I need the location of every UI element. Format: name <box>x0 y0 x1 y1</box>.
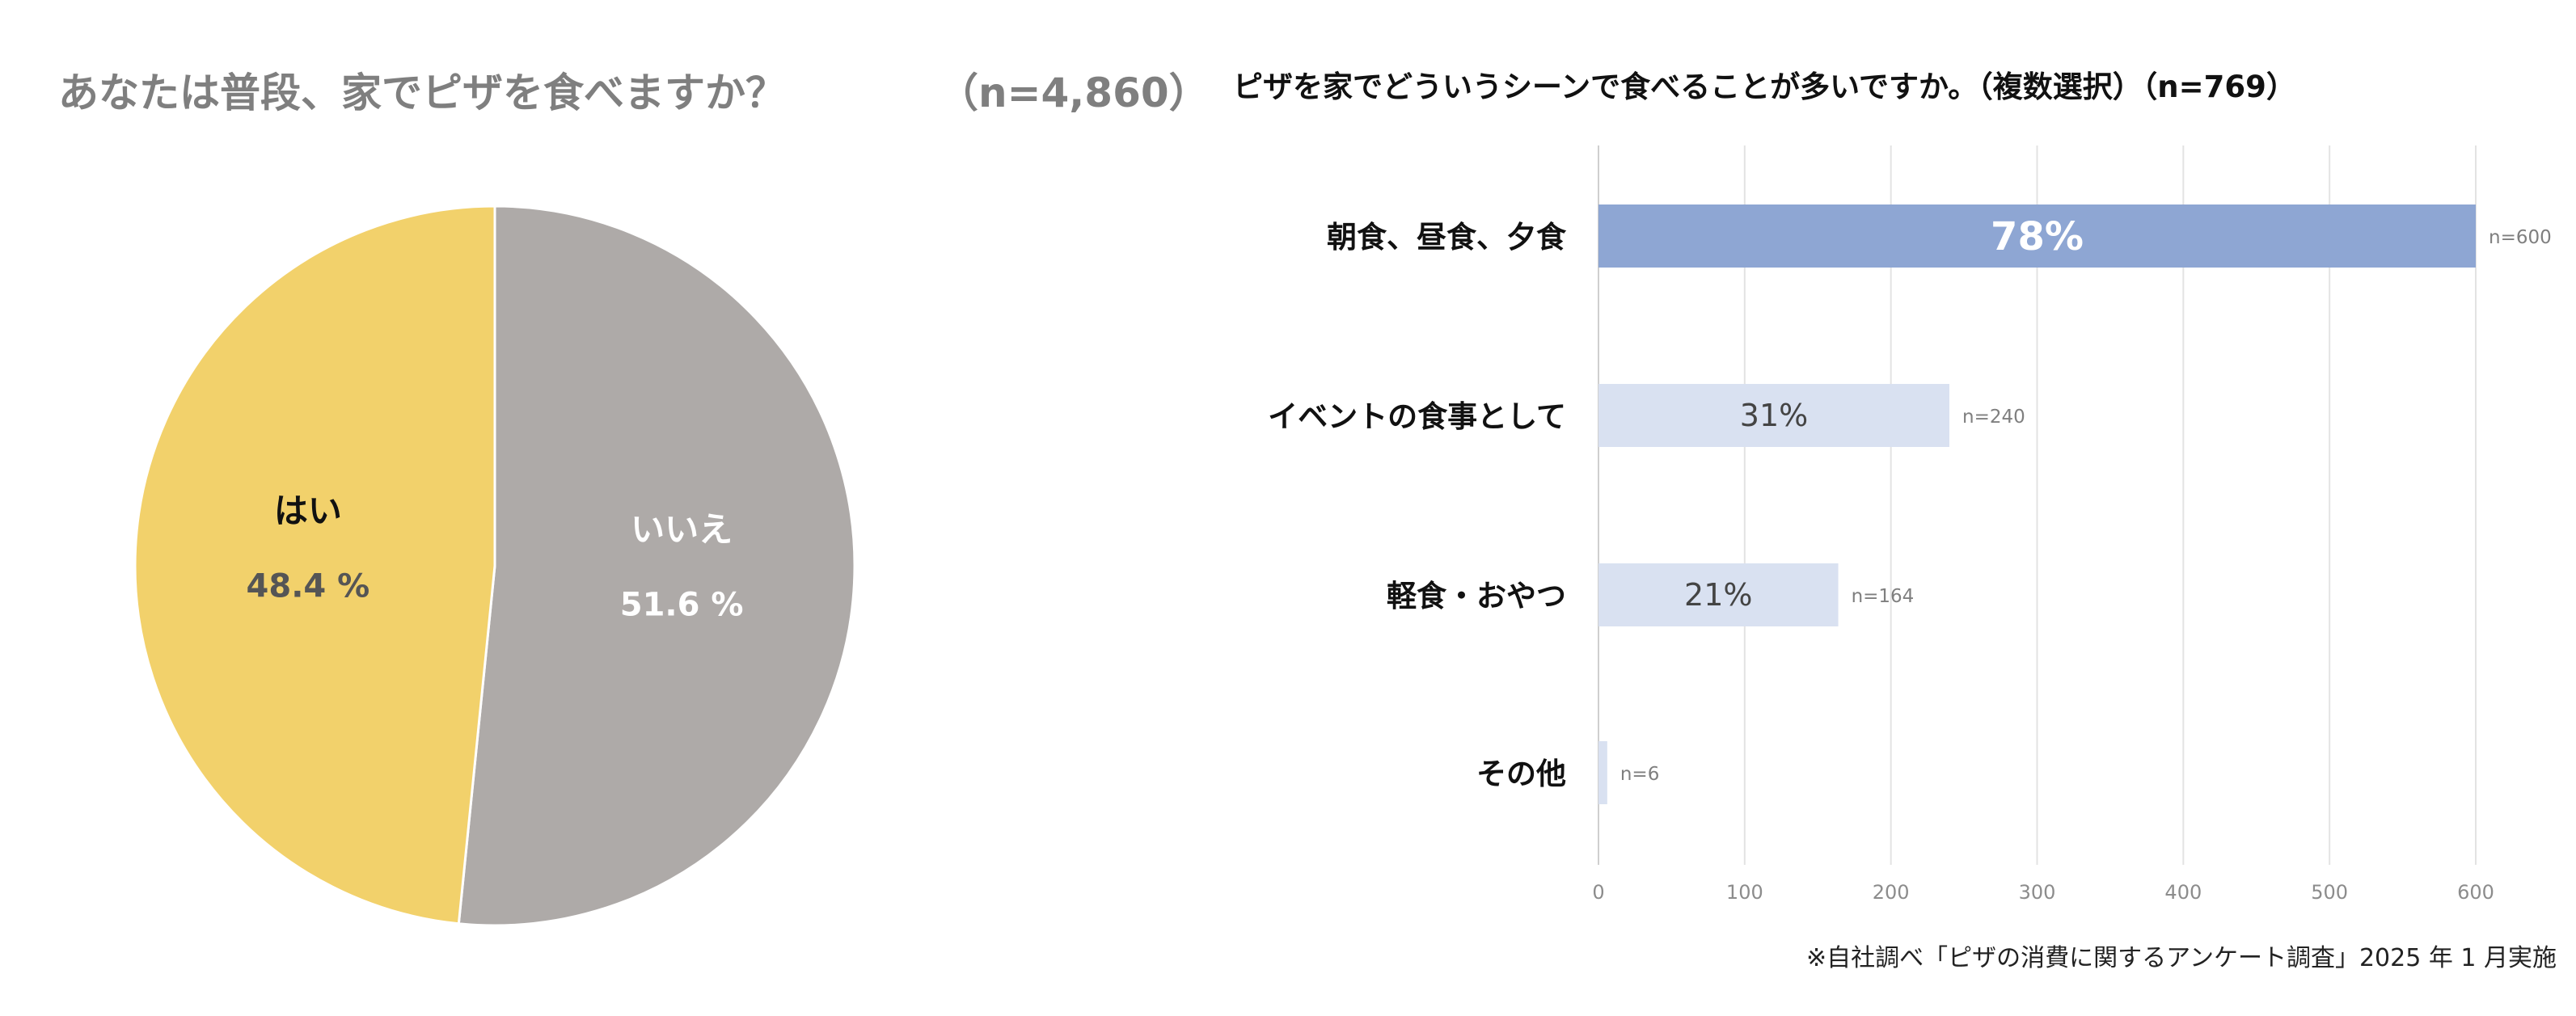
category-label: イベントの食事として <box>1268 399 1566 434</box>
pie-slice-label: いいえ <box>631 510 733 550</box>
pie-slice-1 <box>457 204 856 927</box>
bar-chart: ピザを家でどういうシーンで食べることが多いですか。（複数選択）（n=769） 0… <box>1233 70 2552 904</box>
category-label: 軽食・おやつ <box>1387 579 1566 613</box>
x-tick-label: 0 <box>1592 881 1604 904</box>
bar <box>1598 384 1949 447</box>
x-tick-label: 500 <box>2311 881 2348 904</box>
pie-labels: いいえ 51.6 % はい 48.4 % <box>247 491 744 623</box>
pie-chart-title: あなたは普段、家でピザを食べますか？ <box>58 70 786 116</box>
x-tick-label: 400 <box>2164 881 2202 904</box>
pie-slice-0 <box>133 204 496 925</box>
pie-chart: あなたは普段、家でピザを食べますか？ （n=4,860） いいえ 51.6 % はい… <box>58 70 1210 927</box>
bar-chart-n-labels: n=600 n=240 n=164 n=6 <box>1620 227 2552 785</box>
bar-n-label: n=6 <box>1620 764 1659 785</box>
bar-n-label: n=600 <box>2489 227 2552 248</box>
pie-chart-sample-size: （n=4,860） <box>938 70 1210 116</box>
bar-chart-bars <box>1598 204 2476 804</box>
bar-chart-title: ピザを家でどういうシーンで食べることが多いですか。（複数選択）（n=769） <box>1233 70 2296 104</box>
bar-n-label: n=164 <box>1852 586 1915 607</box>
category-label: 朝食、昼食、夕食 <box>1327 220 1567 255</box>
bar-percent-label: 31% <box>1740 398 1808 433</box>
bar-percent-label: 21% <box>1684 577 1752 613</box>
bar <box>1598 741 1607 804</box>
bar-chart-percent-labels: 78% 31% 21% <box>1684 214 2084 613</box>
survey-footnote: ※自社調べ「ピザの消費に関するアンケート調査」2025 年 1 月実施 <box>1806 944 2557 972</box>
pie-slices <box>133 204 856 927</box>
bar-percent-label: 78% <box>1991 214 2084 259</box>
bar-n-label: n=240 <box>1962 407 2025 428</box>
x-tick-label: 100 <box>1726 881 1763 904</box>
bar <box>1598 563 1839 626</box>
bar <box>1598 204 2476 268</box>
x-tick-label: 200 <box>1873 881 1910 904</box>
bar-chart-x-ticks: 0 100 200 300 400 500 600 <box>1592 881 2494 904</box>
x-tick-label: 300 <box>2019 881 2056 904</box>
x-tick-label: 600 <box>2457 881 2494 904</box>
category-label: その他 <box>1476 757 1566 791</box>
pie-slice-value: 48.4 % <box>247 567 370 605</box>
pie-slice-label: はい <box>274 491 342 530</box>
pie-slice-value: 51.6 % <box>620 587 744 624</box>
